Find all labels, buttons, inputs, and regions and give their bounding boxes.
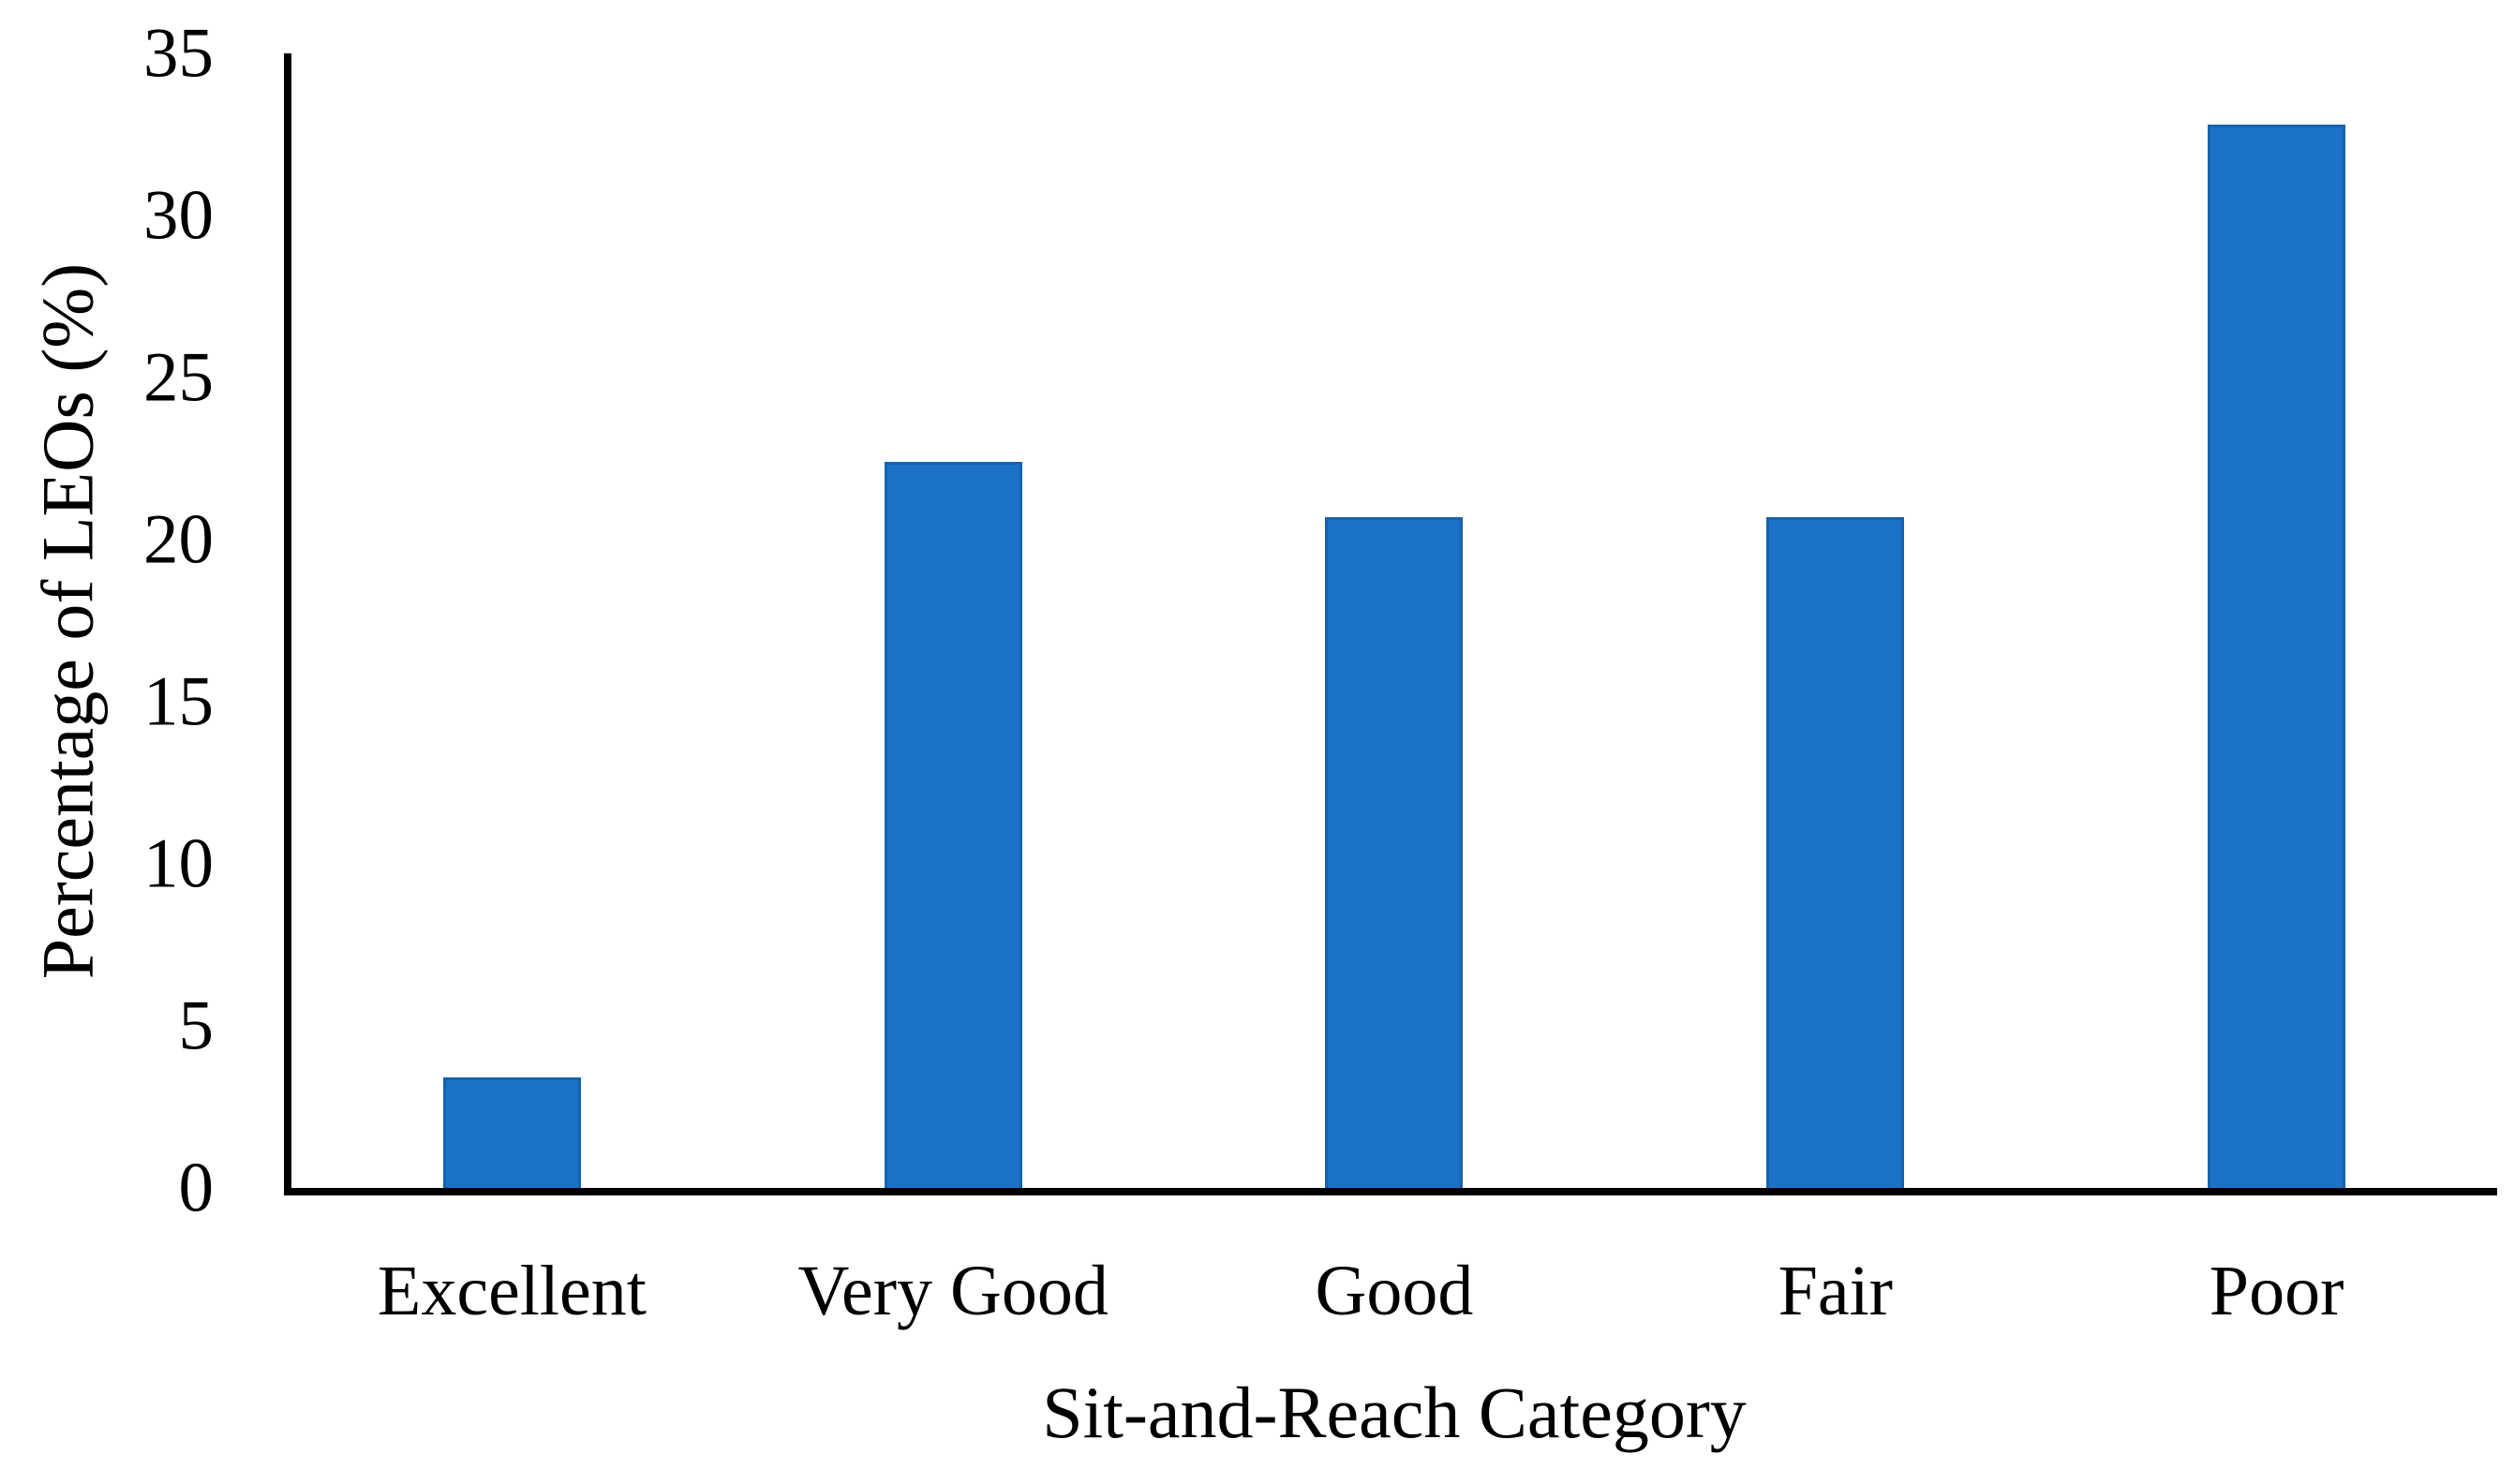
bar-slot-fair xyxy=(1615,53,2056,1188)
y-axis-tick-labels: 0 5 10 15 20 25 30 35 xyxy=(0,0,214,1484)
bar-fair xyxy=(1766,516,1905,1188)
bar-slot-good xyxy=(1174,53,1615,1188)
plot-area xyxy=(284,53,2497,1195)
x-category-label-good: Good xyxy=(1315,1252,1474,1330)
bar-excellent xyxy=(442,1077,581,1188)
y-tick-label-0: 0 xyxy=(178,1149,215,1227)
x-category-label-poor: Poor xyxy=(2209,1252,2344,1330)
y-tick-label-20: 20 xyxy=(143,500,214,579)
y-tick-label-35: 35 xyxy=(143,14,214,93)
y-tick-label-30: 30 xyxy=(143,176,214,255)
y-tick-label-10: 10 xyxy=(143,824,214,903)
y-tick-label-15: 15 xyxy=(143,662,214,741)
x-category-label-very-good: Very Good xyxy=(797,1252,1109,1330)
x-category-label-fair: Fair xyxy=(1778,1252,1893,1330)
bar-good xyxy=(1325,516,1464,1188)
x-axis-title: Sit-and-Reach Category xyxy=(291,1357,2497,1469)
bar-slot-poor xyxy=(2056,53,2497,1188)
y-tick-label-25: 25 xyxy=(143,338,214,417)
x-axis-title-text: Sit-and-Reach Category xyxy=(1042,1372,1747,1453)
x-category-label-excellent: Excellent xyxy=(377,1252,647,1330)
x-axis-category-labels: Excellent Very Good Good Fair Poor xyxy=(291,1235,2497,1347)
bar-slot-excellent xyxy=(291,53,733,1188)
y-tick-label-5: 5 xyxy=(178,987,215,1065)
bar-slot-very-good xyxy=(733,53,1174,1188)
bar-poor xyxy=(2208,125,2346,1188)
bar-very-good xyxy=(884,461,1022,1188)
